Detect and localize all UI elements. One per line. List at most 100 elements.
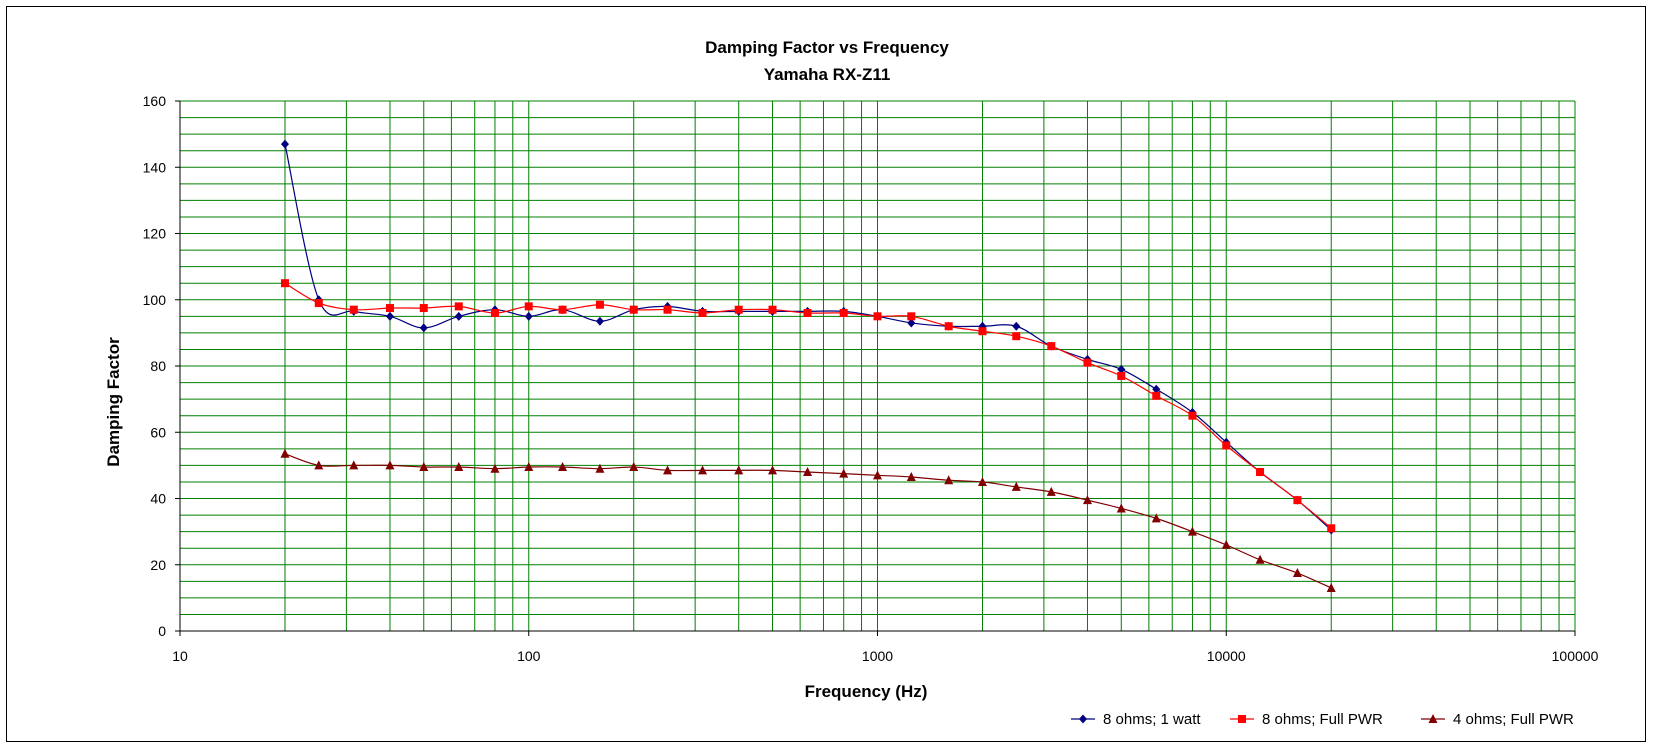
data-point [977,476,987,486]
data-point [1293,496,1302,505]
legend-label: 4 ohms; Full PWR [1453,711,1574,728]
x-axis-label: Frequency (Hz) [805,682,928,701]
data-point [1256,468,1265,476]
tick-labels: 0 20 40 60 80 100 120 140 160 10 100 1000 10000 10000… [143,93,1599,664]
data-point [595,316,604,326]
data-point [629,462,639,472]
series-3 [280,448,1336,592]
data-point [1326,582,1336,592]
data-point [314,299,323,308]
data-point [454,302,463,311]
data-point [349,305,358,314]
data-point [1117,364,1126,374]
legend-marker [1238,715,1246,723]
axis-layer [175,100,1576,636]
data-point [1152,391,1161,400]
data-point [595,463,605,473]
data-point [1222,441,1231,450]
legend-item: 8 ohms; Full PWR [1230,711,1383,728]
data-point [1012,321,1021,331]
series-line [284,282,1332,529]
data-point [385,460,395,470]
data-point [595,300,604,309]
legend-marker [1079,714,1087,724]
data-point [385,311,394,321]
x-tick-label: 1000 [862,648,893,664]
data-point [524,462,534,472]
x-tick-label: 100000 [1552,648,1599,664]
data-point [280,279,289,288]
data-point [1046,486,1056,496]
y-tick-label: 60 [150,424,166,440]
series-layer [280,139,1336,592]
y-axis-label: Damping Factor [104,337,123,467]
legend: 8 ohms; 1 watt 8 ohms; Full PWR 4 ohms; Fu… [1071,711,1574,728]
x-tick-label: 10 [172,648,188,664]
data-point [1327,524,1336,533]
data-point [349,460,359,470]
y-tick-label: 40 [150,491,166,507]
grid-layer [179,100,1576,632]
data-point [629,305,638,314]
x-tick-label: 10000 [1207,648,1246,664]
data-point [1255,554,1265,564]
data-point [663,305,672,314]
y-tick-label: 20 [150,557,166,573]
data-point [944,322,953,331]
data-point [768,305,777,314]
y-tick-label: 100 [143,292,167,308]
x-tick-label: 100 [517,648,541,664]
legend-label: 8 ohms; Full PWR [1262,711,1383,728]
data-point [1047,342,1056,351]
data-point [490,309,499,317]
data-point [1116,503,1126,513]
data-point [978,327,987,336]
data-point [906,471,916,481]
data-point [768,465,778,475]
data-point [1221,539,1231,549]
data-point [907,312,916,321]
data-point [419,323,428,333]
data-point [698,465,708,475]
data-point [873,312,882,321]
data-point [524,311,533,321]
legend-label: 8 ohms; 1 watt [1103,711,1201,728]
data-point [803,309,812,317]
data-point [454,462,464,472]
legend-item: 4 ohms; Full PWR [1421,711,1574,728]
chart-frame [6,6,1646,742]
data-point [1292,568,1302,578]
data-point [1152,384,1161,394]
data-point [1187,526,1197,536]
data-point [734,305,743,314]
y-tick-label: 80 [150,358,166,374]
data-point [1188,411,1197,420]
data-point [1151,513,1161,523]
legend-marker [1428,714,1438,723]
data-point [839,468,849,478]
data-point [873,470,882,480]
series-2 [280,279,1336,533]
data-point [558,462,568,472]
data-point [419,462,429,472]
y-tick-label: 0 [158,623,166,639]
data-point [280,139,289,149]
data-point [1011,481,1021,491]
chart-title: Damping Factor vs Frequency [705,38,949,57]
y-tick-label: 120 [143,226,167,242]
data-point [454,311,463,321]
data-point [1082,495,1092,505]
data-point [907,318,916,328]
data-point [1117,371,1126,380]
data-point [314,460,324,470]
data-point [944,475,954,485]
data-point [280,448,290,458]
data-point [839,309,848,317]
data-point [490,463,500,473]
data-point [524,302,533,311]
data-point [803,467,813,476]
data-point [663,465,673,475]
data-point [1012,332,1021,341]
data-point [419,304,428,313]
